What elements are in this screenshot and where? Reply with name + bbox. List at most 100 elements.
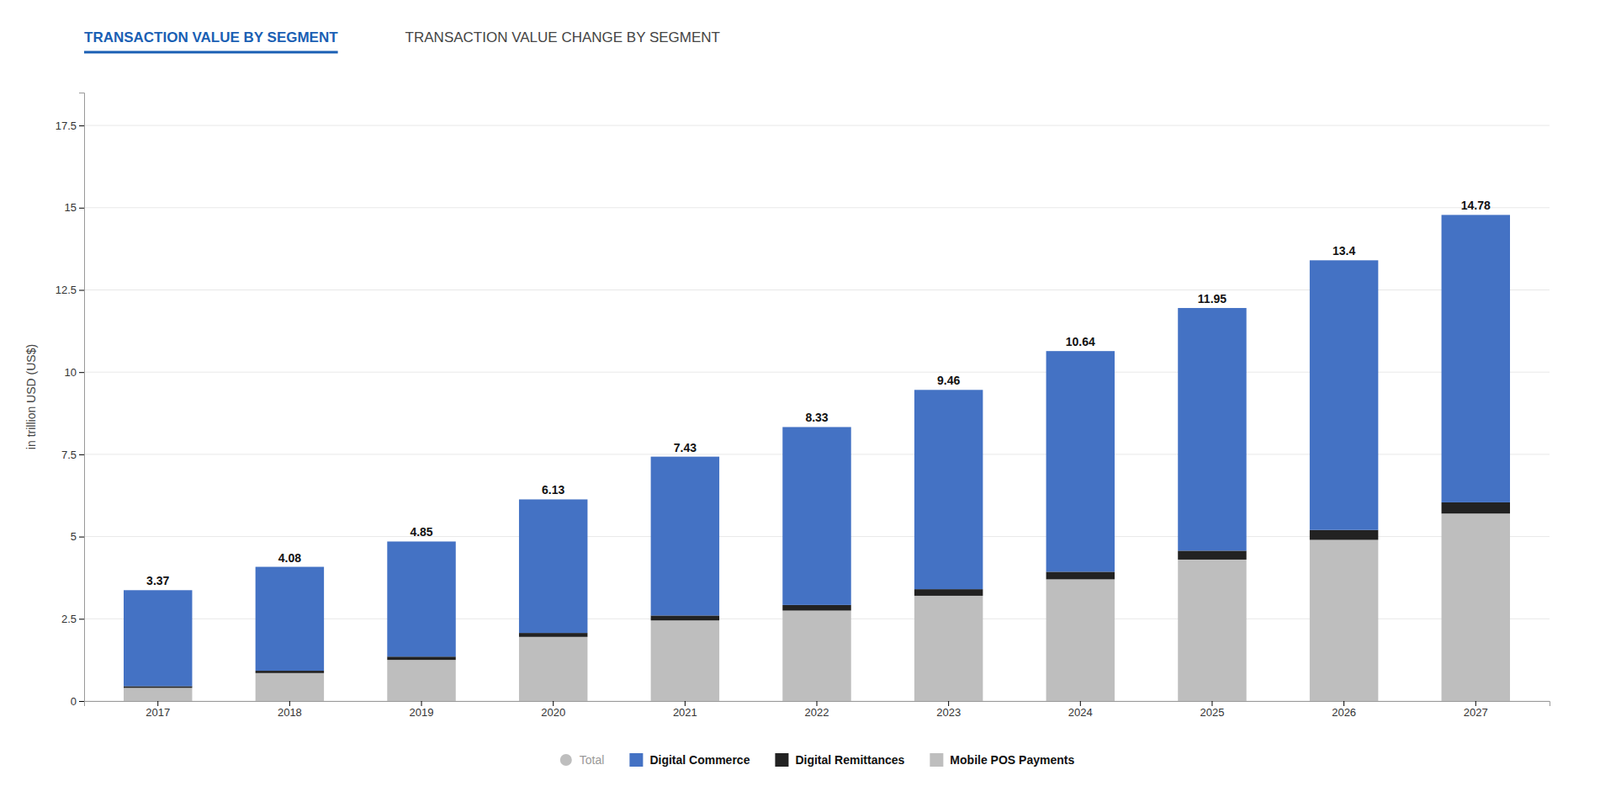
bar-segment <box>651 456 720 616</box>
x-tick-mark <box>948 700 949 706</box>
y-tick: 17.5 <box>55 119 85 133</box>
bar-segment <box>1441 502 1510 514</box>
x-tick-mark <box>816 700 818 706</box>
data-label: 4.08 <box>278 550 302 565</box>
y-tick-label: 15 <box>64 201 77 214</box>
bar-segment <box>123 687 192 701</box>
y-tick: 7.5 <box>61 448 85 461</box>
x-tick: 2020 <box>540 700 566 719</box>
legend-label: Digital Remittances <box>794 752 905 767</box>
grid-line <box>84 125 1550 127</box>
data-label: 11.95 <box>1197 291 1227 306</box>
bar-segment <box>1046 350 1115 572</box>
x-tick-label: 2023 <box>936 705 961 719</box>
y-tick-mark <box>79 371 85 373</box>
x-tick-label: 2020 <box>540 705 566 719</box>
x-axis-line <box>84 701 1551 707</box>
bar-segment <box>1046 571 1115 579</box>
x-tick-label: 2022 <box>805 705 830 719</box>
y-tick: 12.5 <box>55 283 85 297</box>
bar-segment <box>255 566 324 671</box>
x-tick-label: 2017 <box>145 705 170 719</box>
x-tick: 2024 <box>1068 700 1093 719</box>
bar-segment <box>1309 540 1378 701</box>
x-tick-label: 2018 <box>277 705 302 719</box>
data-label: 6.13 <box>541 482 565 497</box>
y-tick-mark <box>79 207 85 209</box>
legend-swatch <box>560 753 573 766</box>
data-label: 13.4 <box>1332 243 1356 258</box>
y-tick-label: 17.5 <box>55 119 77 133</box>
bar-segment <box>123 685 192 688</box>
x-tick-label: 2024 <box>1068 705 1093 719</box>
chart: TRANSACTION VALUE BY SEGMENT TRANSACTION … <box>0 0 1600 802</box>
y-tick-mark <box>79 618 85 620</box>
data-label: 14.78 <box>1461 198 1491 212</box>
bar-segment <box>519 498 588 633</box>
data-label: 8.33 <box>805 410 828 424</box>
bar-segment <box>1046 578 1115 701</box>
legend-swatch <box>929 752 944 767</box>
bar-segment <box>386 659 456 701</box>
x-tick-mark <box>421 700 423 706</box>
bar-segment <box>1309 259 1378 530</box>
x-tick: 2026 <box>1331 700 1357 719</box>
x-tick-label: 2027 <box>1463 705 1489 719</box>
data-label: 3.37 <box>146 573 170 588</box>
y-tick-label: 7.5 <box>61 448 77 461</box>
legend-swatch <box>774 752 789 767</box>
bar-segment <box>386 540 456 657</box>
bar-segment <box>1177 307 1246 551</box>
x-tick-label: 2026 <box>1331 705 1357 719</box>
y-axis: 0 2.5 5 7.5 10 12.5 15 17.5 <box>55 93 85 708</box>
title: TRANSACTION VALUE BY SEGMENT <box>84 29 339 46</box>
x-tick-mark <box>1475 700 1477 706</box>
y-tick-label: 5 <box>70 529 77 543</box>
y-axis-title: in trillion USD (US$) <box>24 344 38 450</box>
bar-segment <box>782 426 851 604</box>
bar-segment <box>1177 550 1246 560</box>
data-label: 4.85 <box>409 524 433 539</box>
y-tick-label: 10 <box>64 365 77 379</box>
x-tick-mark <box>157 700 159 706</box>
legend-label: Digital Commerce <box>649 752 750 767</box>
bar-segment <box>914 389 983 589</box>
y-tick: 5 <box>70 529 85 543</box>
x-axis: 2017 2018 2019 2020 2021 2022 2023 2024 2025 2026… <box>84 700 1551 719</box>
bar-segment <box>1309 529 1378 541</box>
y-tick-label: 2.5 <box>61 612 77 626</box>
bar-segment <box>255 670 324 673</box>
bar-segment <box>1441 513 1510 701</box>
x-tick: 2021 <box>672 700 698 719</box>
x-tick-mark <box>684 700 686 706</box>
bar-segment <box>651 619 720 701</box>
bar-segment <box>1177 559 1246 701</box>
y-tick: 0 <box>70 694 85 708</box>
data-label: 9.46 <box>937 373 960 387</box>
x-tick: 2027 <box>1463 700 1489 719</box>
subtitle: TRANSACTION VALUE CHANGE BY SEGMENT <box>405 29 721 46</box>
y-tick: 2.5 <box>61 612 85 626</box>
legend-item: Total <box>560 752 605 767</box>
y-tick-mark <box>79 125 85 127</box>
bar-segment <box>914 588 983 596</box>
y-tick-mark <box>79 700 85 702</box>
x-tick-mark <box>1343 700 1345 706</box>
x-tick-label: 2019 <box>409 705 435 719</box>
title-tabs: TRANSACTION VALUE BY SEGMENT TRANSACTION … <box>84 29 721 53</box>
x-tick-label: 2021 <box>672 705 698 719</box>
x-tick-mark <box>1211 700 1213 706</box>
x-tick: 2018 <box>277 700 302 719</box>
data-label: 10.64 <box>1065 334 1096 349</box>
y-tick-label: 12.5 <box>55 283 77 297</box>
legend-item: Mobile POS Payments <box>929 752 1075 767</box>
bar-segment <box>782 604 851 611</box>
plot: 0 2.5 5 7.5 10 12.5 15 17.5 2017 2018 2019 2020 2021… <box>24 93 1551 720</box>
x-tick-label: 2025 <box>1200 705 1225 719</box>
bar-segment <box>914 595 983 701</box>
legend-item: Digital Commerce <box>629 752 750 767</box>
grid <box>84 125 1550 701</box>
bar-segment <box>782 610 851 701</box>
x-tick: 2023 <box>936 700 961 719</box>
legend-label: Total <box>579 752 605 767</box>
